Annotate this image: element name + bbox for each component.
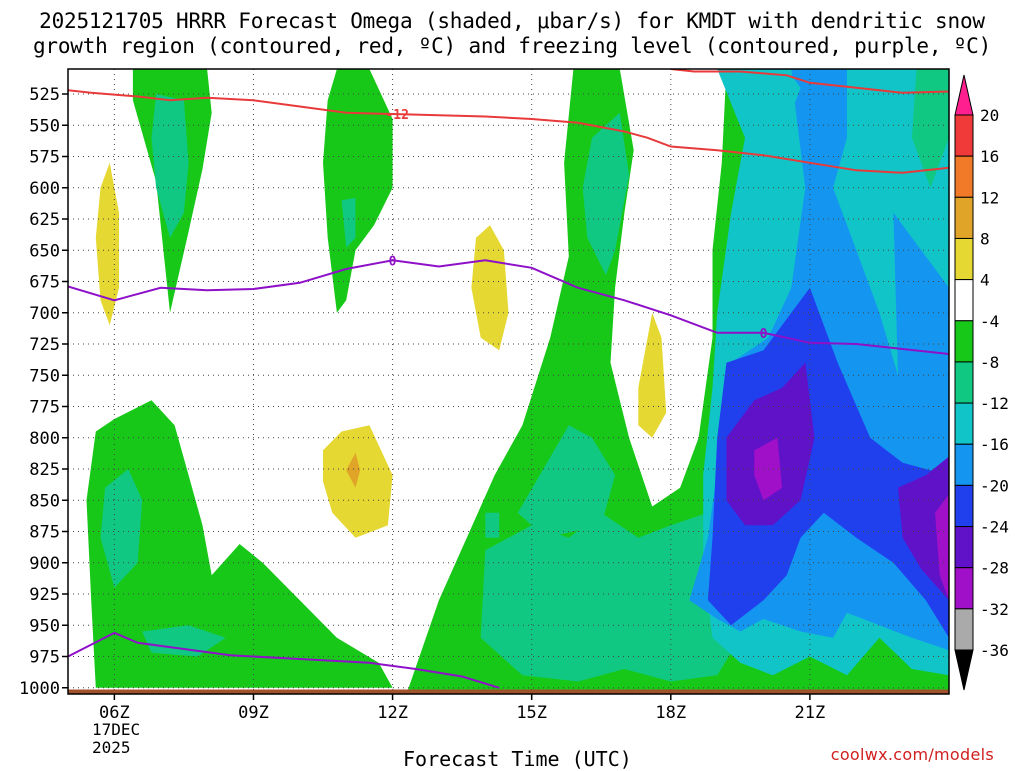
colorbar-tick-label: 8 bbox=[980, 229, 990, 248]
colorbar-tick-label: 16 bbox=[980, 147, 999, 166]
colorbar-swatch bbox=[954, 155, 974, 198]
contour-label: 0 bbox=[760, 327, 768, 342]
y-tick-label: 625 bbox=[29, 210, 60, 230]
x-tick-label: 12Z bbox=[377, 703, 408, 723]
omega-region-teal-1 bbox=[151, 94, 189, 238]
omega-region-teal-7 bbox=[517, 425, 616, 538]
y-tick-label: 950 bbox=[29, 616, 60, 636]
colorbar-tick-label: 4 bbox=[980, 271, 990, 290]
colorbar-tick-label: -16 bbox=[980, 435, 1009, 454]
credit-link[interactable]: coolwx.com/models bbox=[830, 745, 994, 764]
colorbar-swatch bbox=[954, 608, 974, 651]
omega-region-teal-4 bbox=[142, 625, 226, 657]
colorbar-swatch bbox=[954, 320, 974, 363]
contour-lines: -12 0 0 bbox=[68, 69, 949, 689]
y-tick-label: 700 bbox=[29, 304, 60, 324]
colorbar-tick-label: -28 bbox=[980, 559, 1009, 578]
colorbar-swatch bbox=[954, 443, 974, 486]
omega-region-teal-3 bbox=[100, 469, 143, 588]
y-tick-label: 875 bbox=[29, 523, 60, 543]
x-tick-label: 18Z bbox=[655, 703, 686, 723]
colorbar-tick-label: -12 bbox=[980, 394, 1009, 413]
x-tick-label: 06Z bbox=[99, 703, 130, 723]
omega-region-orange-1 bbox=[346, 452, 361, 488]
omega-region-yellow-1 bbox=[95, 162, 119, 326]
omega-region-cyan-2 bbox=[772, 69, 801, 113]
colorbar-tick-label: -24 bbox=[980, 518, 1009, 537]
colorbar: 20 16 12 8 4 -4 -8 -12 -16 -20 -24 -28 -32 -36 bbox=[954, 74, 1009, 691]
colorbar-tick-label: 12 bbox=[980, 188, 999, 207]
contour-label: 0 bbox=[389, 254, 397, 269]
omega-region-teal-8 bbox=[485, 512, 500, 538]
omega-region-yellow-3 bbox=[638, 312, 667, 438]
y-tick-label: 775 bbox=[29, 398, 60, 418]
y-tick-label: 650 bbox=[29, 241, 60, 261]
chart-title-line2: growth region (contoured, red, ºC) and f… bbox=[32, 34, 992, 58]
colorbar-tick-label: 20 bbox=[980, 106, 999, 125]
colorbar-swatch bbox=[954, 361, 974, 404]
contour-label: -12 bbox=[385, 108, 408, 123]
y-tick-label: 575 bbox=[29, 148, 60, 168]
x-axis: 06Z 09Z 12Z 15Z 18Z 21Z bbox=[99, 694, 825, 723]
x-tick-label: 21Z bbox=[795, 703, 826, 723]
y-tick-label: 750 bbox=[29, 366, 60, 386]
colorbar-swatch bbox=[954, 114, 974, 157]
colorbar-swatch bbox=[954, 526, 974, 569]
contour-line bbox=[68, 89, 949, 174]
terrain-band bbox=[68, 689, 949, 694]
y-tick-label: 600 bbox=[29, 179, 60, 199]
colorbar-tick-label: -20 bbox=[980, 476, 1009, 495]
contour-line bbox=[68, 259, 949, 355]
y-tick-label: 925 bbox=[29, 585, 60, 605]
omega-region-yellow-2 bbox=[471, 225, 509, 351]
colorbar-swatch bbox=[954, 567, 974, 610]
x-tick-label: 09Z bbox=[238, 703, 269, 723]
x-axis-title: Forecast Time (UTC) bbox=[403, 747, 632, 771]
plot-grid bbox=[68, 69, 949, 694]
y-tick-label: 725 bbox=[29, 335, 60, 355]
omega-field bbox=[68, 69, 949, 694]
y-tick-label: 1000 bbox=[19, 679, 60, 699]
colorbar-swatch bbox=[954, 196, 974, 239]
omega-region-teal-2 bbox=[341, 197, 356, 248]
colorbar-top-arrow bbox=[954, 74, 974, 116]
y-tick-label: 550 bbox=[29, 116, 60, 136]
y-axis: 525 550 575 600 625 650 675 700 725 750 775 800 825 8… bbox=[19, 85, 68, 699]
y-tick-label: 900 bbox=[29, 554, 60, 574]
x-tick-label: 15Z bbox=[516, 703, 547, 723]
omega-region-teal-9 bbox=[911, 69, 949, 188]
contour-line bbox=[670, 69, 949, 94]
colorbar-tick-label: -8 bbox=[980, 353, 999, 372]
y-tick-label: 525 bbox=[29, 85, 60, 105]
omega-region-yellow-4 bbox=[323, 425, 393, 538]
plot-frame bbox=[67, 68, 950, 695]
colorbar-swatch bbox=[954, 237, 974, 281]
y-tick-label: 975 bbox=[29, 648, 60, 668]
colorbar-tick-label: -36 bbox=[980, 641, 1009, 660]
colorbar-bottom-arrow bbox=[954, 649, 974, 691]
y-tick-label: 825 bbox=[29, 460, 60, 480]
y-tick-label: 800 bbox=[29, 429, 60, 449]
y-tick-label: 675 bbox=[29, 273, 60, 293]
omega-region-purple-4 bbox=[935, 494, 949, 601]
y-tick-label: 850 bbox=[29, 491, 60, 511]
omega-region-purple-3 bbox=[898, 456, 949, 601]
colorbar-swatch bbox=[954, 484, 974, 528]
date-day-label: 17DEC bbox=[92, 720, 141, 739]
omega-region-teal-5 bbox=[582, 112, 630, 276]
omega-region-green-2 bbox=[323, 69, 393, 313]
chart-title-line1: 2025121705 HRRR Forecast Omega (shaded, … bbox=[39, 9, 985, 33]
colorbar-swatch bbox=[954, 402, 974, 445]
date-year-label: 2025 bbox=[92, 738, 131, 757]
colorbar-swatch bbox=[954, 279, 974, 322]
colorbar-tick-label: -4 bbox=[980, 312, 999, 331]
colorbar-tick-label: -32 bbox=[980, 600, 1009, 619]
contour-line bbox=[68, 631, 500, 689]
omega-region-green-4 bbox=[86, 400, 393, 688]
omega-region-teal-6 bbox=[480, 512, 741, 682]
